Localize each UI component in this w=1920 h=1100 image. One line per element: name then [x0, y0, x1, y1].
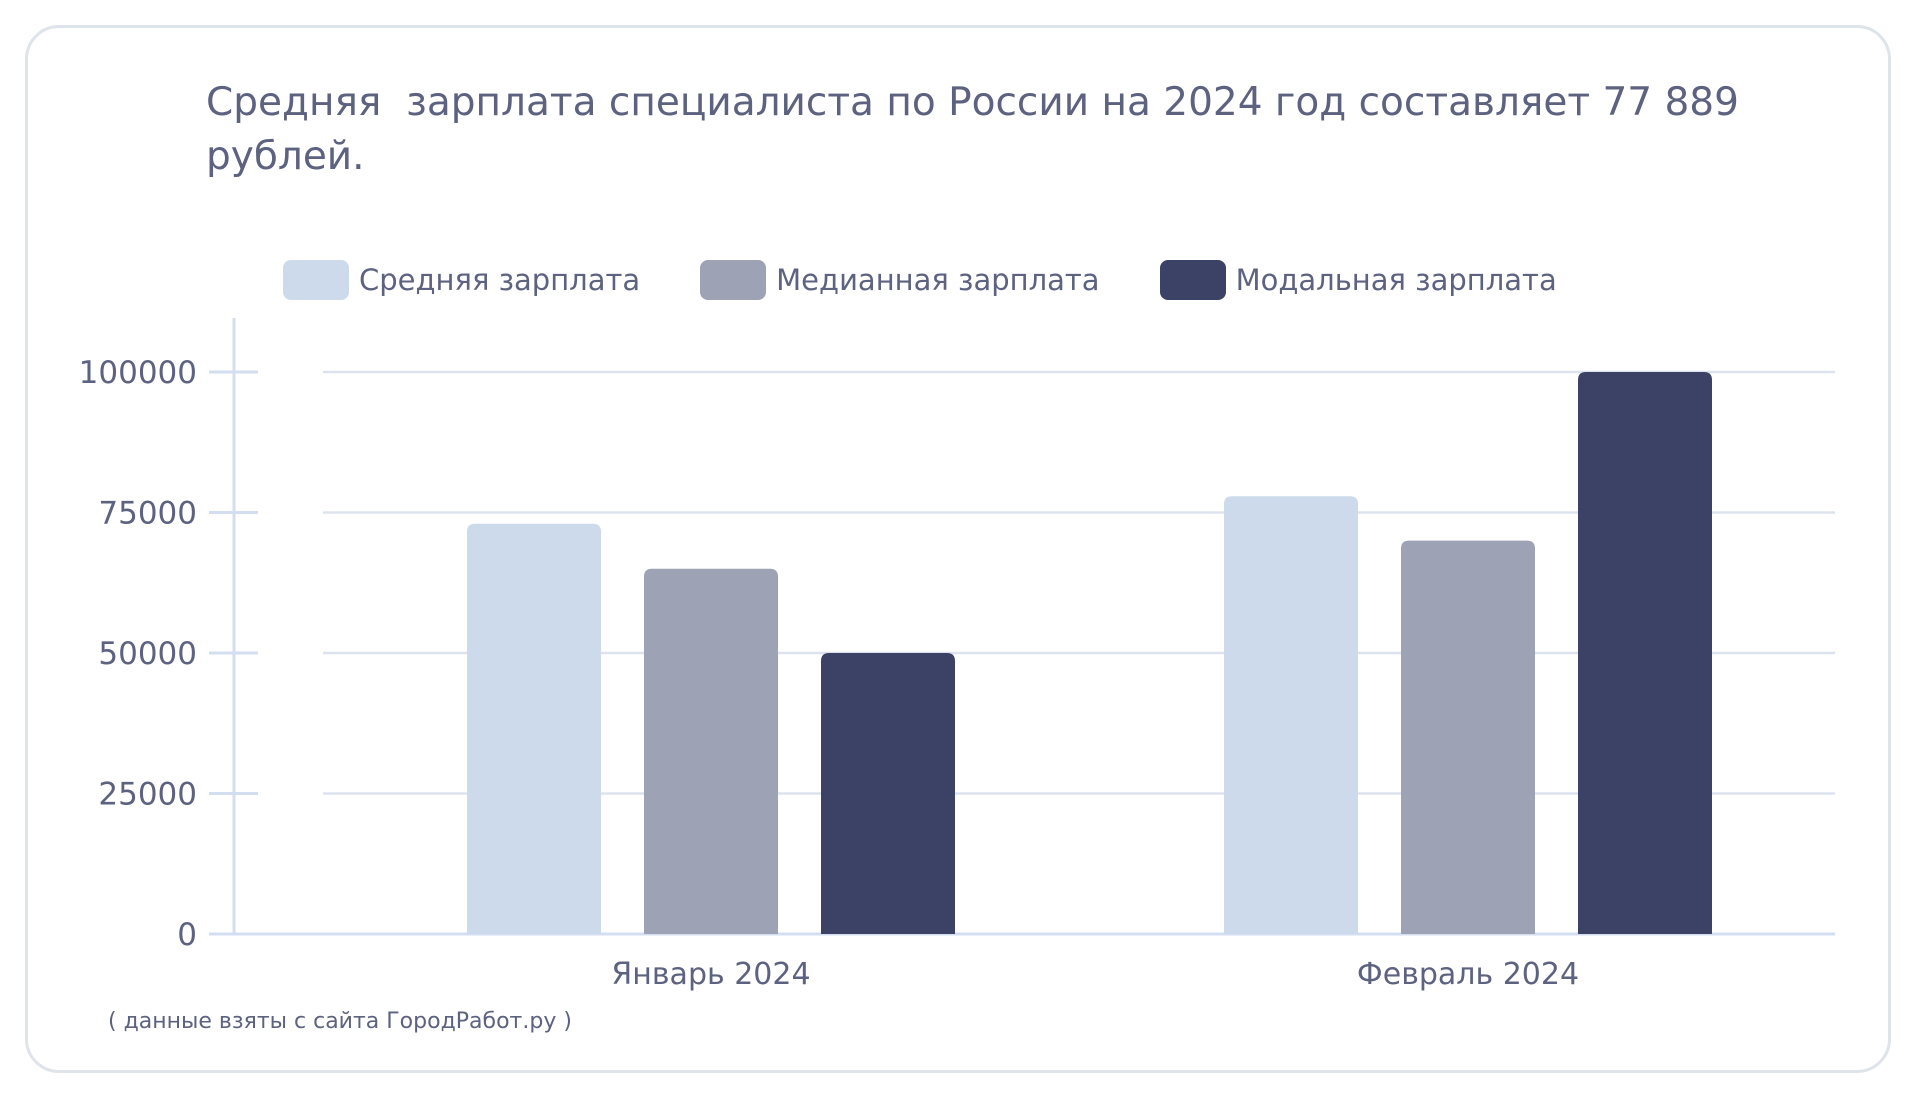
y-tick-label: 75000 [98, 496, 197, 532]
y-tick-label: 100000 [79, 355, 197, 391]
legend-item-modal[interactable]: Модальная зарплата [1159, 260, 1557, 300]
legend-swatch-average [283, 260, 349, 300]
legend-item-average[interactable]: Средняя зарплата [283, 260, 640, 300]
bar-median [1401, 540, 1535, 934]
y-tick-label: 50000 [98, 636, 197, 672]
legend-swatch-median [700, 260, 767, 300]
bar-modal [821, 653, 955, 934]
bar-median [644, 568, 778, 934]
legend: Средняя зарплата Медианная зарплата Мода… [283, 259, 1617, 301]
legend-label-average: Средняя зарплата [359, 263, 641, 297]
y-tick-label: 0 [177, 917, 197, 953]
bar-average [1224, 496, 1358, 934]
source-footnote: ( данные взяты с сайта ГородРабот.ру ) [108, 1009, 572, 1034]
legend-item-median[interactable]: Медианная зарплата [700, 260, 1100, 300]
legend-label-modal: Модальная зарплата [1235, 263, 1557, 297]
x-category-label: Февраль 2024 [1357, 957, 1579, 992]
y-tick-label: 25000 [98, 777, 197, 813]
bar-modal [1578, 372, 1712, 934]
legend-swatch-modal [1159, 260, 1226, 300]
bar-average [467, 523, 601, 934]
legend-label-median: Медианная зарплата [776, 263, 1100, 297]
chart-title: Средняя зарплата специалиста по России н… [206, 80, 1752, 179]
x-category-label: Январь 2024 [611, 957, 810, 992]
